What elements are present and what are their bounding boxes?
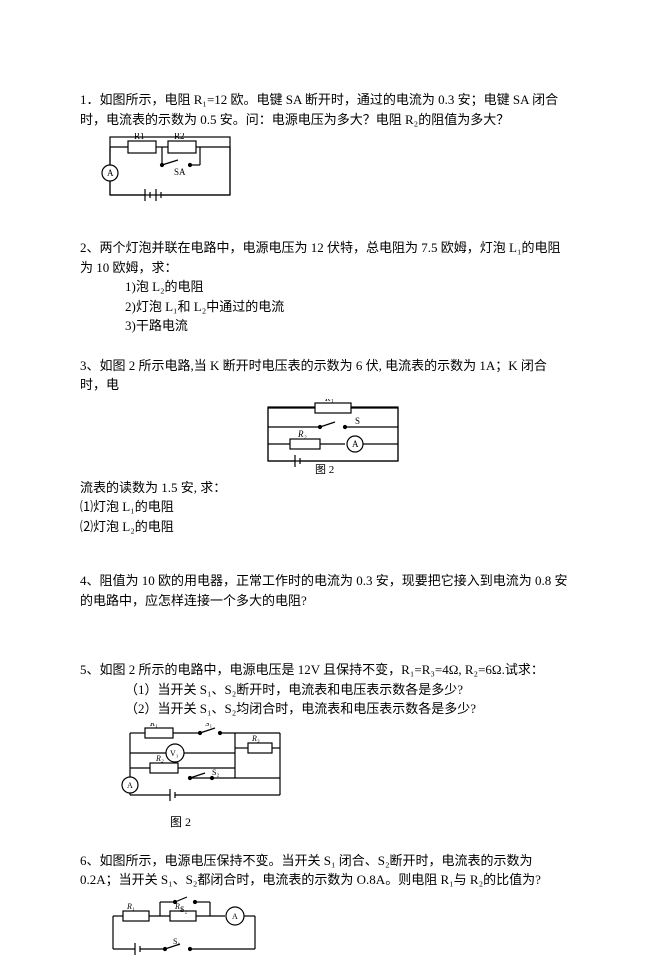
q3-s2: ⑵灯泡 L₂的电阻 <box>80 517 570 537</box>
q1-circuit: R1 R2 SA A <box>100 133 570 203</box>
q2-s2: 2)灯泡 L₁和 L₂中通过的电流 <box>80 297 570 317</box>
label-r2: R₂ <box>174 902 183 911</box>
q3-s1: ⑴灯泡 L₁的电阻 <box>80 497 570 517</box>
label-s1: S₁ <box>173 937 180 946</box>
q5-text: 5、如图 2 所示的电路中，电源电压是 12V 且保持不变，R₁=R₃=4Ω, … <box>80 660 570 680</box>
question-2: 2、两个灯泡并联在电路中，电源电压为 12 伏特，总电阻为 7.5 欧姆，灯泡 … <box>80 238 570 336</box>
q1-text: 1．如图所示，电阻 R₁=12 欧。电键 SA 断开时，通过的电流为 0.3 安… <box>80 90 570 129</box>
question-5: 5、如图 2 所示的电路中，电源电压是 12V 且保持不变，R₁=R₃=4Ω, … <box>80 660 570 831</box>
label-r1: R₁ <box>126 902 135 911</box>
q6-text: 6、如图所示，电源电压保持不变。当开关 S₁ 闭合、S₂断开时，电流表的示数为 … <box>80 851 570 890</box>
label-sa: SA <box>174 167 186 177</box>
q3-tail: 流表的读数为 1.5 安, 求： <box>80 478 570 498</box>
question-6: 6、如图所示，电源电压保持不变。当开关 S₁ 闭合、S₂断开时，电流表的示数为 … <box>80 851 570 959</box>
q6-circuit: S₂ R₁ R₂ A S₁ <box>105 894 570 959</box>
question-1: 1．如图所示，电阻 R₁=12 欧。电键 SA 断开时，通过的电流为 0.3 安… <box>80 90 570 203</box>
label-s: S <box>355 416 360 426</box>
label-r2: R₂ <box>297 429 307 439</box>
label-r2: R2 <box>174 133 185 141</box>
label-a: A <box>352 439 359 449</box>
label-v1: V₁ <box>170 749 179 758</box>
q2-s1: 1)泡 L₂的电阻 <box>80 277 570 297</box>
q2-s3: 3)干路电流 <box>80 316 570 336</box>
label-a: A <box>232 912 238 921</box>
label-r1: R1 <box>134 133 145 141</box>
label-a: A <box>127 781 133 790</box>
q2-text: 2、两个灯泡并联在电路中，电源电压为 12 伏特，总电阻为 7.5 欧姆，灯泡 … <box>80 238 570 277</box>
q4-text: 4、阻值为 10 欧的用电器，正常工作时的电流为 0.3 安，现要把它接入到电流… <box>80 571 570 610</box>
q5-s1: （1）当开关 S₁、S₂断开时，电流表和电压表示数各是多少? <box>80 680 570 700</box>
label-s2: S₂ <box>212 768 219 777</box>
q5-caption: 图 2 <box>170 813 570 831</box>
label-r2: R₂ <box>155 754 164 763</box>
label-s1: S₁ <box>205 723 212 728</box>
q3-circuit: R₁ S R₂ A 图 2 <box>260 399 570 474</box>
label-r3: R₃ <box>251 734 260 743</box>
question-3: 3、如图 2 所示电路,当 K 断开时电压表的示数为 6 伏, 电流表的示数为 … <box>80 356 570 537</box>
label-a: A <box>107 168 114 178</box>
label-r1: R₁ <box>324 399 334 403</box>
label-r1: R₁ <box>149 723 158 728</box>
q3-text: 3、如图 2 所示电路,当 K 断开时电压表的示数为 6 伏, 电流表的示数为 … <box>80 356 570 395</box>
question-4: 4、阻值为 10 欧的用电器，正常工作时的电流为 0.3 安，现要把它接入到电流… <box>80 571 570 610</box>
q5-circuit: R₁ S₁ R₃ V₁ R₂ S₂ A 图 2 <box>120 723 570 831</box>
q5-s2: （2）当开关 S₁、S₂均闭合时，电流表和电压表示数各是多少? <box>80 699 570 719</box>
caption: 图 2 <box>315 463 334 474</box>
